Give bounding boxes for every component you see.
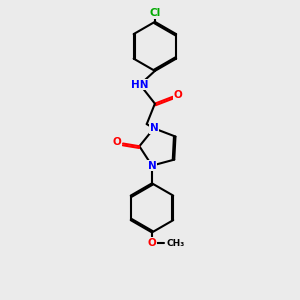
- Text: O: O: [174, 91, 182, 100]
- Text: O: O: [148, 238, 156, 248]
- Text: N: N: [149, 123, 158, 133]
- Text: Cl: Cl: [149, 8, 161, 18]
- Text: CH₃: CH₃: [166, 239, 184, 248]
- Text: N: N: [148, 160, 156, 171]
- Text: HN: HN: [131, 80, 149, 89]
- Text: O: O: [113, 137, 122, 147]
